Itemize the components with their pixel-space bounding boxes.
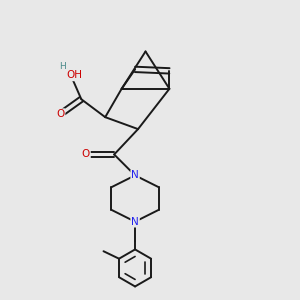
Text: O: O bbox=[82, 149, 90, 160]
Text: O: O bbox=[56, 109, 64, 119]
Text: N: N bbox=[131, 217, 139, 227]
Text: N: N bbox=[131, 170, 139, 180]
Text: H: H bbox=[59, 62, 66, 71]
Text: OH: OH bbox=[67, 70, 82, 80]
